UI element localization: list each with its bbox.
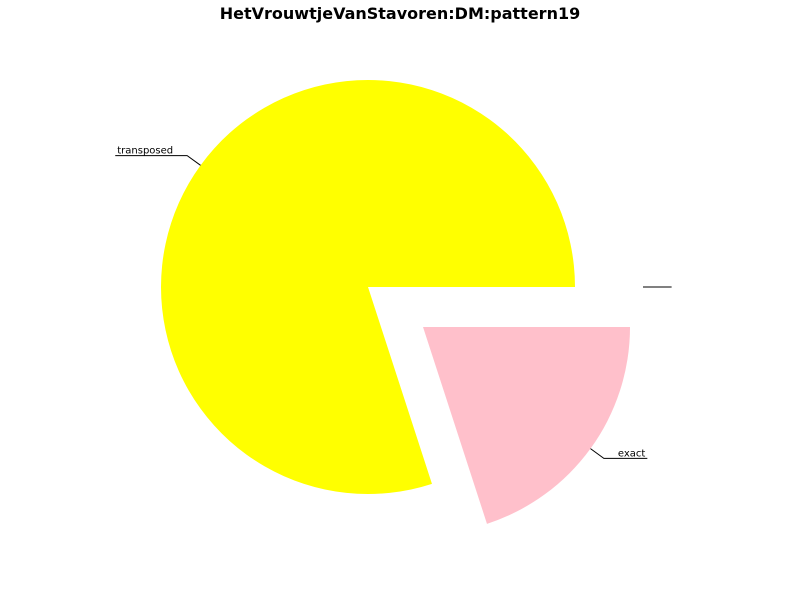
leader-line (590, 448, 648, 459)
pie-slice-exact (423, 326, 631, 524)
chart-title: HetVrouwtjeVanStavoren:DM:pattern19 (219, 4, 581, 23)
pie-slice-transposed (161, 79, 575, 495)
slice-label-exact: exact (618, 448, 646, 459)
pie-labels: transposed exact (115, 146, 672, 459)
pie-slices (161, 79, 631, 524)
slice-label-transposed: transposed (117, 146, 173, 157)
leader-line (115, 155, 201, 166)
